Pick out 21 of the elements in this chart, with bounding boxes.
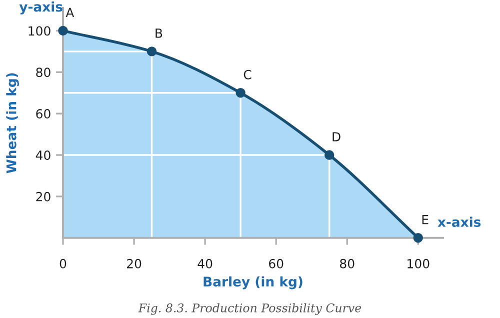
y-tick-label: 80 [36, 68, 50, 78]
annotation: B [156, 28, 162, 38]
text: y-axis [19, 2, 62, 14]
caption: Fig. 8.3. Production Possibility Curve [138, 303, 362, 315]
y-tick-label: 60 [36, 109, 50, 119]
x-tick-label: 40 [198, 258, 212, 268]
y-tick-label: 40 [36, 150, 50, 160]
y-tick-label: 20 [36, 192, 50, 202]
y-tick-label: 100 [28, 26, 50, 36]
annotation: D [332, 132, 340, 142]
x-tick-label: 0 [60, 258, 66, 268]
x-axis-title: Barley (in kg) [204, 276, 302, 290]
x-tick-label: 80 [340, 258, 354, 268]
x-tick-label: 20 [126, 258, 142, 268]
x-tick-label: 60 [269, 258, 284, 268]
annotation: x-axis [438, 216, 481, 227]
annotation: C [244, 70, 252, 80]
annotation: A [66, 8, 74, 18]
x-tick-label: 100 [408, 258, 430, 268]
y-axis-title: Wheat (in kg) [6, 73, 19, 174]
annotation: E [422, 215, 428, 224]
